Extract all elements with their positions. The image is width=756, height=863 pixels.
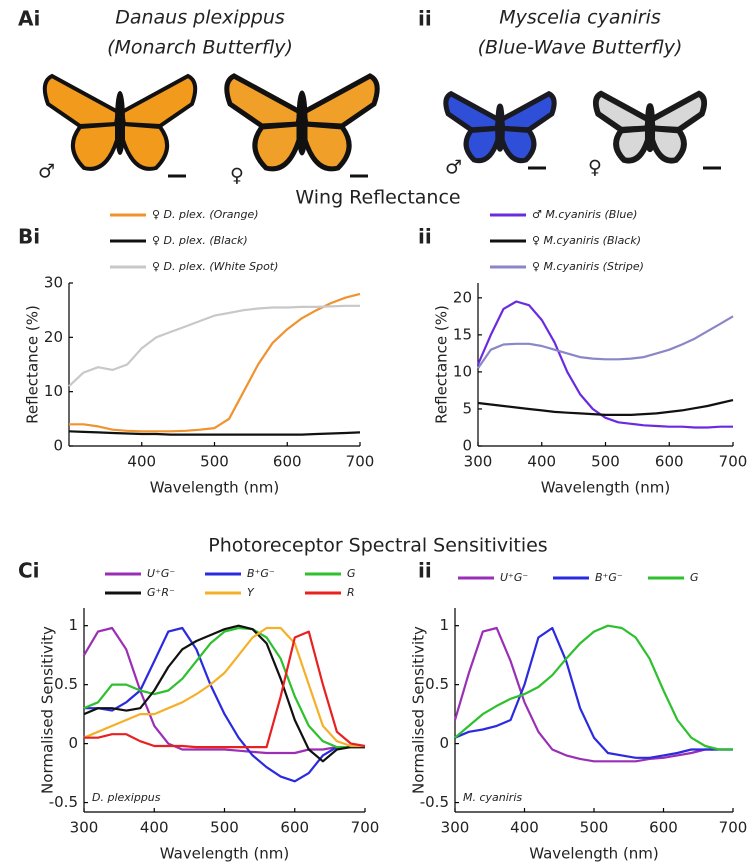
butterfly-photo [227, 76, 377, 169]
x-axis-label: Wavelength (nm) [160, 845, 290, 863]
legend-label: ♀ M.cyaniris (Stripe) [532, 260, 644, 273]
x-tick-label: 500 [200, 453, 229, 471]
species-name: Danaus plexippus [115, 7, 285, 29]
y-tick-label: 0 [439, 734, 449, 752]
y-tick-label: 0 [462, 437, 472, 455]
legend-label: G⁺R⁻ [147, 586, 175, 599]
x-tick-label: 700 [719, 453, 748, 471]
x-tick-label: 500 [580, 819, 609, 837]
x-axis-label: Wavelength (nm) [541, 479, 671, 497]
y-axis-label: Normalised Sensitivity [39, 626, 57, 794]
legend-label: B⁺G⁻ [247, 567, 275, 580]
y-tick-label: 5 [462, 399, 472, 417]
series-line [455, 626, 733, 750]
x-tick-label: 400 [510, 819, 539, 837]
series-line [69, 431, 360, 434]
sex-symbol: ♀ [588, 157, 602, 179]
series-line [455, 628, 733, 761]
x-axis-label: Wavelength (nm) [150, 479, 280, 497]
legend-label: Y [247, 586, 255, 599]
y-tick-label: 15 [453, 325, 472, 343]
y-tick-label: 1 [68, 616, 78, 634]
series-line [478, 400, 733, 415]
legend-label: G [690, 571, 699, 584]
y-axis-label: Normalised Sensitivity [410, 626, 428, 794]
x-tick-label: 600 [655, 453, 684, 471]
legend-label: ♂ M.cyaniris (Blue) [532, 208, 637, 221]
y-tick-label: 20 [44, 328, 63, 346]
y-tick-label: 30 [44, 274, 63, 292]
series-line [478, 316, 733, 368]
panel-label: Bi [18, 225, 40, 249]
sex-symbol: ♂ [445, 157, 462, 179]
butterfly-photo [446, 94, 554, 161]
legend-label: U⁺G⁻ [147, 567, 175, 580]
panel-label: ii [418, 225, 432, 249]
figure: Ai ii Danaus plexippus (Monarch Butterfl… [0, 0, 756, 863]
butterfly-photo [596, 94, 704, 161]
y-tick-label: 20 [453, 288, 472, 306]
x-tick-label: 700 [719, 819, 748, 837]
x-tick-label: 300 [441, 819, 470, 837]
x-tick-label: 400 [527, 453, 556, 471]
y-tick-label: 0 [53, 437, 63, 455]
legend-label: ♀ D. plex. (Orange) [152, 208, 259, 221]
section-title: Wing Reflectance [295, 187, 460, 209]
y-tick-label: -0.5 [49, 793, 78, 811]
x-tick-label: 700 [346, 453, 375, 471]
panel-label: ii [418, 7, 432, 31]
legend-label: U⁺G⁻ [500, 571, 528, 584]
y-axis-label: Reflectance (%) [433, 305, 451, 424]
legend-label: G [347, 567, 356, 580]
sex-symbol: ♂ [38, 161, 55, 183]
common-name: (Monarch Butterfly) [107, 37, 293, 59]
x-tick-label: 600 [649, 819, 678, 837]
y-tick-label: 0.5 [54, 675, 78, 693]
x-tick-label: 400 [140, 819, 169, 837]
x-tick-label: 700 [351, 819, 380, 837]
common-name: (Blue-Wave Butterfly) [478, 37, 683, 59]
x-tick-label: 500 [210, 819, 239, 837]
y-tick-label: 0.5 [425, 675, 449, 693]
y-tick-label: 10 [44, 382, 63, 400]
legend-label: ♀ M.cyaniris (Black) [532, 234, 641, 247]
legend-label: R [347, 586, 355, 599]
y-axis-label: Reflectance (%) [24, 305, 42, 424]
y-tick-label: 0 [68, 734, 78, 752]
x-tick-label: 600 [280, 819, 309, 837]
butterfly-photo [45, 76, 195, 169]
series-line [69, 306, 360, 386]
annotation: M. cyaniris [463, 791, 522, 804]
x-tick-label: 600 [273, 453, 302, 471]
legend-label: ♀ D. plex. (Black) [152, 234, 248, 247]
panel-label: Ai [18, 7, 40, 31]
section-title: Photoreceptor Spectral Sensitivities [208, 535, 547, 557]
species-name: Myscelia cyaniris [499, 7, 661, 29]
panel-label: ii [418, 559, 432, 583]
x-tick-label: 500 [591, 453, 620, 471]
y-tick-label: -0.5 [420, 793, 449, 811]
y-tick-label: 10 [453, 362, 472, 380]
panel-label: Ci [18, 559, 40, 583]
x-tick-label: 300 [464, 453, 493, 471]
x-tick-label: 400 [127, 453, 156, 471]
x-tick-label: 300 [70, 819, 99, 837]
y-tick-label: 1 [439, 616, 449, 634]
legend-label: B⁺G⁻ [595, 571, 623, 584]
legend-label: ♀ D. plex. (White Spot) [152, 260, 278, 273]
annotation: D. plexippus [92, 791, 161, 804]
x-axis-label: Wavelength (nm) [529, 845, 659, 863]
sex-symbol: ♀ [230, 165, 244, 187]
